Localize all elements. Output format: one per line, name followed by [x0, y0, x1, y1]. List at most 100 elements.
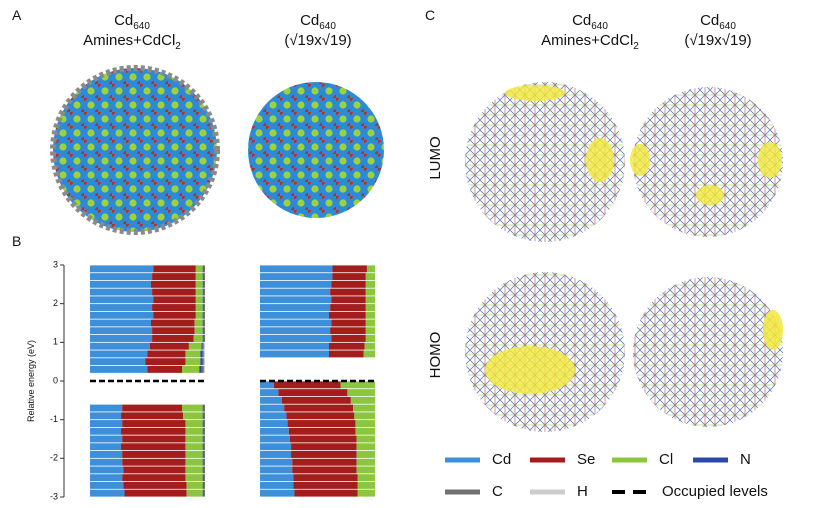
level-segment: [182, 365, 200, 373]
level-segment: [202, 466, 204, 474]
level-segment: [153, 265, 196, 273]
level-segment: [203, 311, 205, 319]
panel-a: A Cd640 Amines+CdCl2 Cd640 (√19x√19): [12, 7, 384, 235]
level-segment: [202, 489, 204, 497]
level-segment: [90, 451, 123, 458]
legend-label: Cd: [492, 451, 511, 468]
level-segment: [203, 288, 205, 296]
level-segment: [356, 435, 375, 443]
legend-label: Occupied levels: [662, 483, 768, 500]
level-segment: [203, 358, 205, 366]
level-segment: [350, 396, 375, 404]
level-segment: [201, 342, 203, 350]
orbital-label: HOMO: [427, 332, 444, 379]
formula: Cd: [114, 12, 133, 29]
level-segment: [194, 319, 203, 327]
level-segment: [195, 304, 203, 311]
level-segment: [260, 389, 279, 397]
level-segment: [260, 381, 274, 389]
level-segment: [122, 404, 182, 412]
level-segment: [153, 296, 196, 304]
level-segment: [202, 427, 204, 435]
structure-subtitle: (√19x√19): [684, 32, 751, 49]
subscript: 2: [633, 41, 639, 52]
structure-title: Cd640: [572, 12, 608, 32]
level-segment: [356, 451, 375, 458]
level-segment: [293, 474, 358, 482]
level-segment: [260, 420, 288, 427]
level-segment: [90, 474, 123, 482]
subscript: 640: [591, 21, 608, 32]
level-segment: [203, 304, 205, 311]
level-segment: [203, 466, 205, 474]
level-segment: [195, 311, 203, 319]
panel-label: C: [425, 7, 435, 23]
level-segment: [185, 350, 201, 358]
orbital-density: [696, 185, 724, 205]
level-segment: [183, 412, 203, 420]
level-segment: [202, 265, 204, 273]
level-segment: [90, 420, 123, 427]
structure-subtitle: (√19x√19): [284, 32, 351, 49]
level-segment: [149, 342, 189, 350]
panel-label: B: [12, 233, 21, 249]
level-segment: [260, 288, 331, 296]
level-segment: [121, 427, 186, 435]
level-segment: [281, 396, 351, 404]
level-segment: [332, 265, 367, 273]
level-segment: [288, 427, 356, 435]
level-segment: [202, 304, 204, 311]
level-segment: [203, 451, 205, 458]
level-segment: [329, 342, 365, 350]
level-segment: [150, 319, 195, 327]
level-segment: [185, 458, 203, 466]
orbital-density: [763, 310, 783, 350]
level-segment: [150, 280, 196, 288]
level-segment: [365, 280, 375, 288]
level-segment: [260, 435, 290, 443]
level-segment: [185, 466, 203, 474]
level-segment: [202, 327, 204, 335]
level-segment: [202, 280, 204, 288]
level-segment: [188, 342, 202, 350]
level-segment: [363, 350, 375, 358]
level-segment: [195, 273, 203, 281]
level-chart: -3 -2 -1 0 1 2 3: [50, 259, 375, 501]
level-segment: [90, 443, 122, 451]
level-segment: [203, 481, 205, 489]
level-segment: [121, 443, 186, 451]
y-tick-label: 1: [53, 337, 58, 347]
level-segment: [284, 404, 354, 412]
level-segment: [153, 311, 196, 319]
level-segment: [286, 412, 355, 420]
level-segment: [90, 350, 148, 358]
level-segment: [353, 404, 375, 412]
level-segment: [365, 288, 375, 296]
level-segment: [123, 481, 187, 489]
level-segment: [260, 474, 294, 482]
level-segment: [195, 296, 203, 304]
level-segment: [185, 420, 203, 427]
level-segment: [340, 381, 375, 389]
level-segment: [330, 304, 366, 311]
level-segment: [365, 296, 375, 304]
level-segment: [201, 365, 204, 373]
level-segment: [193, 335, 203, 342]
level-segment: [291, 451, 357, 458]
level-segment: [203, 319, 205, 327]
cluster-render: [50, 65, 220, 235]
level-segment: [354, 412, 375, 420]
level-segment: [260, 451, 292, 458]
panel-label: A: [12, 7, 22, 23]
level-segment: [347, 389, 375, 397]
subscript: 640: [719, 21, 736, 32]
orbital-density: [586, 138, 614, 182]
level-segment: [203, 458, 205, 466]
level-segment: [90, 404, 123, 412]
level-segment: [287, 420, 356, 427]
level-segment: [260, 311, 329, 319]
legend-label: N: [740, 451, 751, 468]
level-segment: [90, 296, 154, 304]
level-segment: [152, 304, 196, 311]
level-segment: [203, 404, 205, 412]
